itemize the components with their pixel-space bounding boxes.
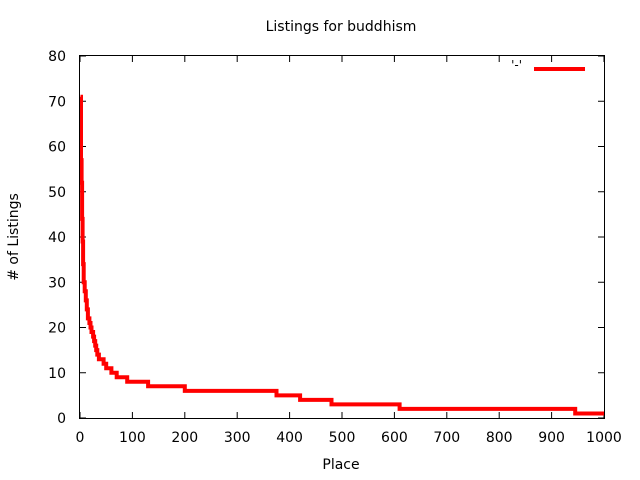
chart-title: Listings for buddhism: [266, 19, 417, 35]
y-tick-label: 30: [48, 275, 66, 291]
y-tick-label: 10: [48, 366, 66, 382]
x-tick-label: 1000: [586, 430, 622, 446]
x-tick-label: 600: [381, 430, 408, 446]
axis-ticks: 0 100 200 300 400 500 600 700 800 900 1000 0 10 20 30 4…: [48, 49, 622, 446]
y-tick-label: 20: [48, 321, 66, 337]
x-tick-label: 800: [486, 430, 513, 446]
y-tick-label: 40: [48, 230, 66, 246]
x-axis-label: Place: [322, 457, 359, 473]
x-tick-label: 200: [171, 430, 198, 446]
series-layer: [79, 94, 604, 416]
y-tick-label: 80: [48, 49, 66, 65]
y-tick-label: 60: [48, 140, 66, 156]
y-tick-label: 50: [48, 185, 66, 201]
x-tick-label: 400: [276, 430, 303, 446]
legend: '-': [511, 58, 585, 72]
x-tick-label: 500: [329, 430, 356, 446]
legend-label: '-': [511, 58, 522, 72]
plot-frame: [79, 55, 605, 419]
x-tick-label: 300: [224, 430, 251, 446]
series-line: [79, 94, 604, 416]
x-tick-label: 700: [433, 430, 460, 446]
x-tick-label: 0: [76, 430, 85, 446]
y-axis-label: # of Listings: [6, 193, 22, 281]
y-tick-label: 0: [57, 411, 66, 427]
y-tick-label: 70: [48, 94, 66, 110]
x-tick-label: 100: [119, 430, 146, 446]
x-tick-label: 900: [538, 430, 565, 446]
